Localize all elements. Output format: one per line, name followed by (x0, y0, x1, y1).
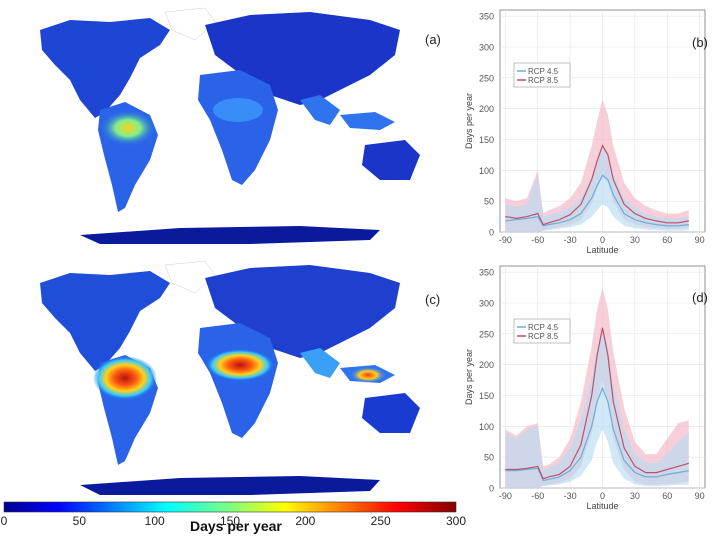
plot-d: 0 50 100 150 200 250 300 350 -90 -60 -30 0 30 60 90 Lat… (464, 265, 706, 511)
x-tick-label: 30 (630, 235, 640, 245)
x-tick-label: 30 (630, 491, 640, 501)
x-tick-label: 0 (600, 235, 605, 245)
map-a (40, 7, 420, 244)
x-tick-label: 60 (662, 491, 672, 501)
y-tick-label: 150 (479, 391, 494, 401)
band-rcp45 (505, 327, 689, 488)
legend-label: RCP 8.5 (528, 76, 559, 85)
x-tick-label: -90 (499, 235, 512, 245)
y-tick-label: 100 (479, 166, 494, 176)
legend-box (513, 318, 571, 344)
greenland (164, 7, 216, 41)
legend-label: RCP 8.5 (528, 332, 559, 341)
south-asia (300, 348, 340, 378)
x-tick-label: -90 (499, 491, 512, 501)
colorbar (3, 501, 457, 513)
y-tick-label: 250 (479, 329, 494, 339)
colorbar-tick: 250 (370, 514, 391, 528)
x-tick-label: -60 (531, 235, 544, 245)
colorbar-tick: 100 (144, 514, 165, 528)
y-tick-label: 150 (479, 135, 494, 145)
y-tick-label: 50 (484, 197, 494, 207)
y-tick-label: 0 (489, 484, 494, 494)
legend-box (513, 62, 571, 88)
x-tick-label: -30 (564, 235, 577, 245)
y-tick-label: 350 (479, 268, 494, 278)
y-tick-label: 250 (479, 73, 494, 83)
colorbar-tick: 150 (219, 514, 241, 528)
legend-label: RCP 4.5 (528, 323, 559, 332)
band-rcp45 (505, 145, 689, 232)
x-tick-label: 60 (662, 235, 672, 245)
y-tick-label: 200 (479, 360, 494, 370)
se-asia-islands (340, 112, 395, 130)
y-tick-label: 300 (479, 43, 494, 53)
australia (362, 393, 420, 433)
antarctica (80, 476, 380, 495)
colorbar-tick: 200 (295, 514, 316, 528)
y-tick-label: 0 (489, 228, 494, 238)
north-america (40, 18, 170, 118)
maps-figure (40, 7, 420, 495)
x-axis-label: Latitude (586, 501, 618, 511)
y-tick-label: 200 (479, 104, 494, 114)
map-c (40, 260, 420, 495)
x-tick-label: 90 (695, 235, 705, 245)
colorbar-tick: 0 (0, 514, 8, 528)
antarctica (80, 226, 380, 244)
australia (362, 140, 420, 180)
x-axis-label: Latitude (586, 245, 618, 255)
colorbar-title: Days per year (190, 518, 282, 534)
y-tick-label: 50 (484, 453, 494, 463)
y-tick-label: 100 (479, 422, 494, 432)
north-america (40, 271, 170, 371)
series-line-rcp85 (505, 144, 689, 226)
greenland (164, 260, 216, 294)
panel-label-a: (a) (425, 32, 441, 47)
x-tick-label: 0 (600, 491, 605, 501)
panel-label-c: (c) (425, 292, 441, 307)
colorbar-tick: 50 (72, 514, 87, 528)
series-line-rcp45 (505, 174, 689, 227)
series-line-rcp45 (505, 386, 689, 482)
colorbar-tick: 300 (445, 514, 467, 528)
x-tick-label: 90 (695, 491, 705, 501)
y-axis-label: Days per year (464, 349, 474, 405)
south-asia (300, 95, 340, 125)
legend-label: RCP 4.5 (528, 67, 559, 76)
y-tick-label: 350 (479, 12, 494, 22)
series-line-rcp85 (505, 327, 689, 480)
panel-label-b: (b) (692, 35, 708, 50)
africa (198, 70, 278, 185)
y-axis-label: Days per year (464, 93, 474, 149)
x-tick-label: -60 (531, 491, 544, 501)
panel-label-d: (d) (692, 290, 708, 305)
y-tick-label: 300 (479, 299, 494, 309)
x-tick-label: -30 (564, 491, 577, 501)
plot-b: 0 50 100 150 200 250 300 350 -90 -60 -30 0 30 60 90 Lat… (464, 9, 706, 255)
